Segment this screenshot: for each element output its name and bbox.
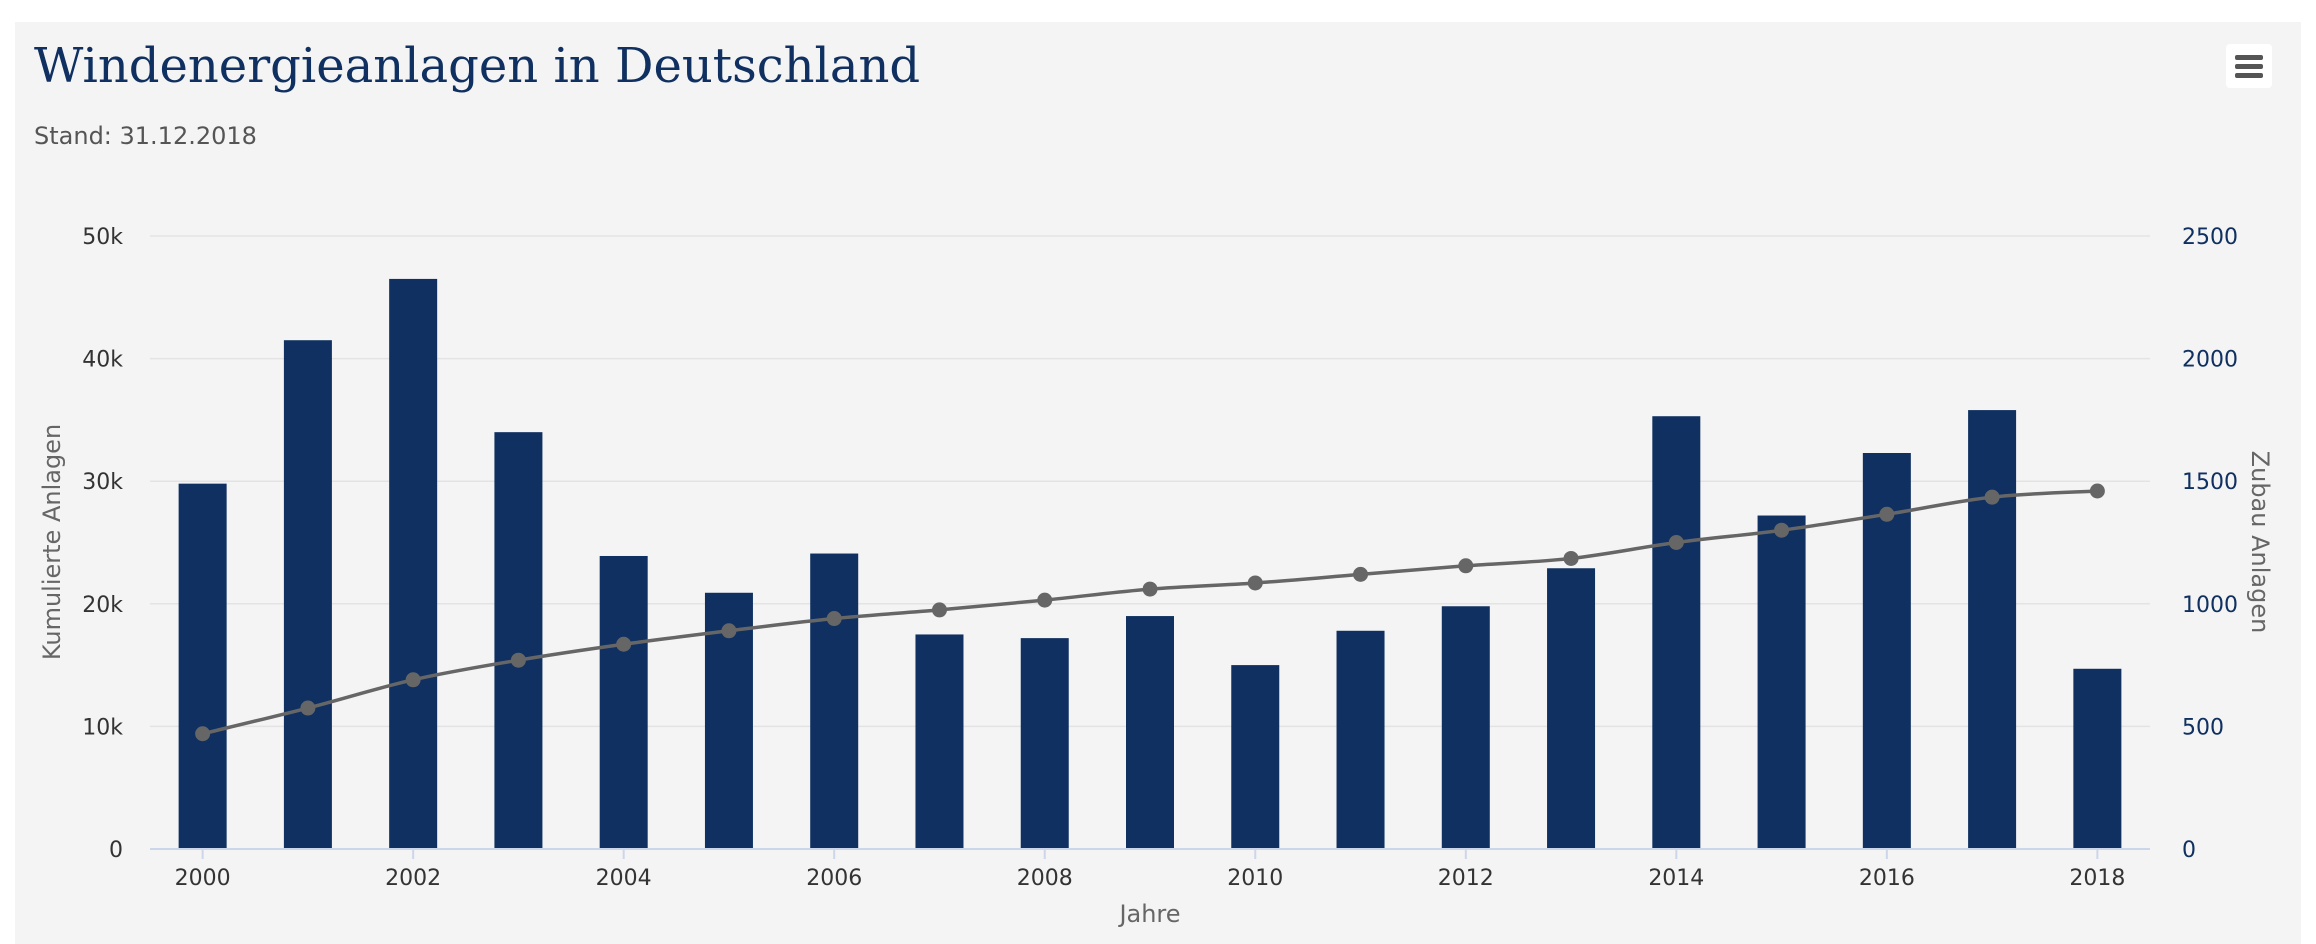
- right-axis-tick-label: 2500: [2182, 225, 2238, 250]
- left-axis-tick-label: 0: [109, 838, 123, 863]
- x-axis-tick-label: 2002: [385, 866, 441, 891]
- bar-series: [178, 278, 2122, 849]
- chart-title: Windenergieanlagen in Deutschland: [34, 38, 921, 94]
- right-axis-title: Zubau Anlagen: [2246, 451, 2274, 634]
- bar-2002[interactable]: [389, 278, 438, 849]
- right-axis-tick-label: 500: [2182, 715, 2224, 740]
- left-axis-title: Kumulierte Anlagen: [38, 424, 66, 660]
- line-point-2003[interactable]: [510, 652, 526, 668]
- x-axis-tick-label: 2010: [1227, 866, 1283, 891]
- x-axis-tick-label: 2004: [596, 866, 652, 891]
- x-axis-tick-label: 2012: [1438, 866, 1494, 891]
- right-axis-tick-label: 1500: [2182, 470, 2238, 495]
- line-point-2011[interactable]: [1353, 566, 1369, 582]
- line-point-2008[interactable]: [1037, 592, 1053, 608]
- line-point-2010[interactable]: [1247, 575, 1263, 591]
- bar-2004[interactable]: [599, 555, 648, 849]
- bar-2014[interactable]: [1652, 416, 1701, 849]
- bar-2003[interactable]: [494, 432, 543, 849]
- left-axis-tick-label: 50k: [82, 225, 123, 250]
- line-series: [195, 483, 2105, 742]
- bar-2006[interactable]: [810, 553, 859, 849]
- line-point-2005[interactable]: [721, 623, 737, 639]
- x-axis-tick-label: 2016: [1859, 866, 1915, 891]
- left-axis-tick-label: 40k: [82, 348, 123, 373]
- line-point-2004[interactable]: [616, 636, 632, 652]
- line-point-2009[interactable]: [1142, 581, 1158, 597]
- bar-2013[interactable]: [1547, 568, 1596, 849]
- bar-2009[interactable]: [1126, 616, 1174, 849]
- bar-2017[interactable]: [1968, 410, 2017, 849]
- x-axis-tick-label: 2006: [806, 866, 862, 891]
- bar-2008[interactable]: [1020, 638, 1069, 849]
- bar-2011[interactable]: [1336, 630, 1385, 849]
- line-point-2013[interactable]: [1563, 550, 1579, 566]
- line-point-2007[interactable]: [931, 602, 947, 618]
- right-axis-tick-label: 1000: [2182, 593, 2238, 618]
- bar-2015[interactable]: [1757, 515, 1806, 849]
- line-point-2002[interactable]: [405, 672, 421, 688]
- line-point-2018[interactable]: [2089, 483, 2105, 499]
- x-axis-tick-label: 2000: [175, 866, 231, 891]
- line-point-2006[interactable]: [826, 611, 842, 627]
- line-point-2001[interactable]: [300, 700, 316, 716]
- left-axis-tick-label: 30k: [82, 470, 123, 495]
- bar-2018[interactable]: [2073, 668, 2122, 849]
- axes: 0 0 10k 500 20k 1000 30k 1500 40k 2000 50k 2500 2000…: [82, 225, 2238, 891]
- line-point-2016[interactable]: [1879, 506, 1895, 522]
- x-axis-tick-label: 2008: [1017, 866, 1073, 891]
- x-axis-title: Jahre: [1117, 900, 1180, 928]
- left-axis-tick-label: 10k: [82, 715, 123, 740]
- bar-2001[interactable]: [283, 340, 332, 849]
- left-axis-tick-label: 20k: [82, 593, 123, 618]
- hamburger-menu-icon[interactable]: [2226, 44, 2272, 88]
- x-axis-tick-label: 2014: [1648, 866, 1704, 891]
- line-point-2012[interactable]: [1458, 558, 1474, 574]
- bar-2000[interactable]: [178, 483, 227, 849]
- line-point-2015[interactable]: [1774, 522, 1790, 538]
- bar-2007[interactable]: [915, 634, 964, 849]
- line-point-2014[interactable]: [1668, 535, 1684, 550]
- chart-subtitle: Stand: 31.12.2018: [34, 122, 257, 150]
- x-axis-tick-label: 2018: [2069, 866, 2125, 891]
- right-axis-tick-label: 2000: [2182, 348, 2238, 373]
- line-point-2017[interactable]: [1984, 489, 2000, 505]
- bar-2012[interactable]: [1441, 606, 1490, 849]
- right-axis-tick-label: 0: [2182, 838, 2196, 863]
- line-point-2000[interactable]: [195, 726, 211, 742]
- bar-2010[interactable]: [1231, 665, 1280, 849]
